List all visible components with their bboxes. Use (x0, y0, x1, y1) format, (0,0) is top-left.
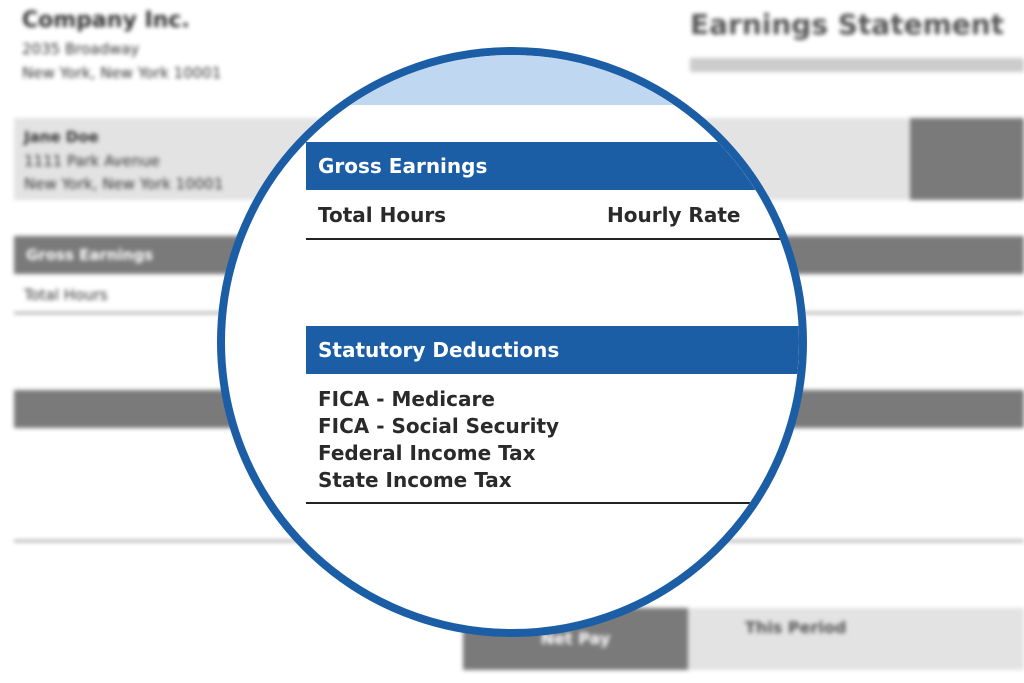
employee-address: New York, New York 10001 (24, 175, 224, 193)
column-label: Hourly Rate (607, 203, 741, 227)
deduction-item: Federal Income Tax (318, 441, 536, 465)
company-name: Company Inc. (22, 8, 190, 33)
section-header: Statutory Deductions (306, 326, 799, 374)
company-address: 2035 Broadway (22, 40, 140, 58)
statement-title: Earnings Statement (690, 8, 1005, 41)
employee-name: Jane Doe (24, 128, 99, 146)
magnifier: Gross Earnings Total Hours Hourly Rate S… (217, 47, 807, 637)
period-label: This Period (745, 618, 847, 637)
employee-address: 1111 Park Avenue (24, 152, 160, 170)
deduction-item: FICA - Social Security (318, 414, 560, 438)
section-header: Gross Earnings (306, 142, 799, 190)
column-label: Total Hours (24, 286, 108, 304)
deduction-item: FICA - Medicare (318, 387, 495, 411)
deduction-item: State Income Tax (318, 468, 512, 492)
company-address: New York, New York 10001 (22, 64, 222, 82)
column-label: Total Hours (318, 203, 447, 227)
